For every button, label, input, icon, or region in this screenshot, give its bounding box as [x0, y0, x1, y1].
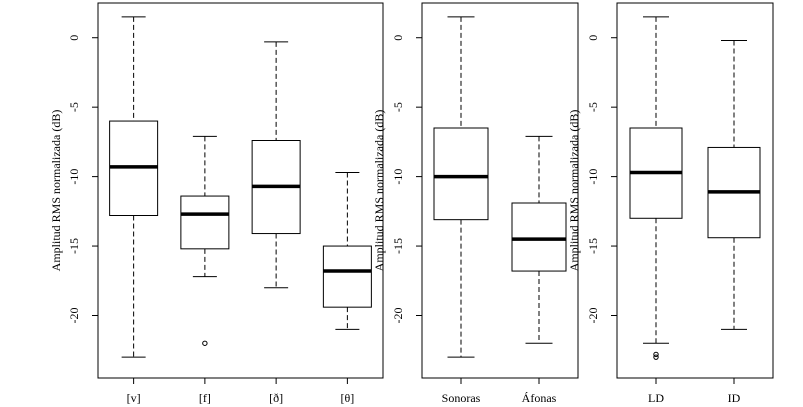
- box-2: [511, 135, 567, 344]
- x-tick-label: Áfonas: [522, 391, 557, 405]
- box-1: [433, 16, 489, 358]
- y-tick-label: -5: [67, 102, 81, 112]
- y-tick-label: -10: [391, 169, 405, 185]
- box-2: [707, 40, 761, 330]
- y-tick-label: 0: [586, 35, 600, 41]
- y-tick-label: 0: [67, 35, 81, 41]
- x-tick-label: LD: [648, 391, 664, 405]
- chart-panel-3: 0 -5 -10 -15 -20 Amplitud RMS normalizada (dB…: [567, 2, 774, 405]
- y-tick-label: -5: [391, 102, 405, 112]
- iqr-box: [433, 127, 489, 221]
- box-4: [322, 171, 372, 330]
- y-tick-label: -10: [67, 169, 81, 185]
- box-1: [109, 16, 159, 358]
- y-axis-label: Amplitud RMS normalizada (dB): [372, 110, 386, 272]
- y-tick-label: -15: [586, 238, 600, 254]
- chart-panel-1: 0 -5 -10 -15 -20 Amplitud RMS normalizada (dB…: [49, 2, 384, 405]
- box-2: [180, 135, 230, 346]
- x-tick-label: ID: [728, 391, 741, 405]
- iqr-box: [322, 245, 372, 308]
- iqr-box: [180, 195, 230, 250]
- x-tick-label: [v]: [127, 391, 141, 405]
- y-axis-label: Amplitud RMS normalizada (dB): [567, 110, 581, 272]
- outlier-point: [202, 340, 208, 346]
- y-tick-label: -20: [67, 308, 81, 324]
- outlier-point: [653, 351, 659, 358]
- y-tick-label: -20: [586, 308, 600, 324]
- chart-panel-2: 0 -5 -10 -15 -20 Amplitud RMS normalizada (dB…: [372, 2, 579, 405]
- y-tick-label: -5: [586, 102, 600, 112]
- plot-frame: [616, 2, 774, 379]
- y-tick-label: -20: [391, 308, 405, 324]
- y-tick-label: 0: [391, 35, 405, 41]
- y-tick-label: -10: [586, 169, 600, 185]
- y-tick-label: -15: [67, 238, 81, 254]
- x-tick-label: [θ]: [341, 391, 355, 405]
- plot-frame: [421, 2, 579, 379]
- x-tick-label: Sonoras: [442, 391, 481, 405]
- box-3: [251, 41, 301, 289]
- outlier-point: [653, 354, 659, 360]
- plot-frame: [97, 2, 384, 379]
- y-tick-label: -15: [391, 238, 405, 254]
- box-1: [629, 16, 683, 360]
- iqr-box: [511, 202, 567, 272]
- x-tick-label: [f]: [199, 391, 211, 405]
- y-axis-label: Amplitud RMS normalizada (dB): [49, 110, 63, 272]
- x-tick-label: [ð]: [269, 391, 283, 405]
